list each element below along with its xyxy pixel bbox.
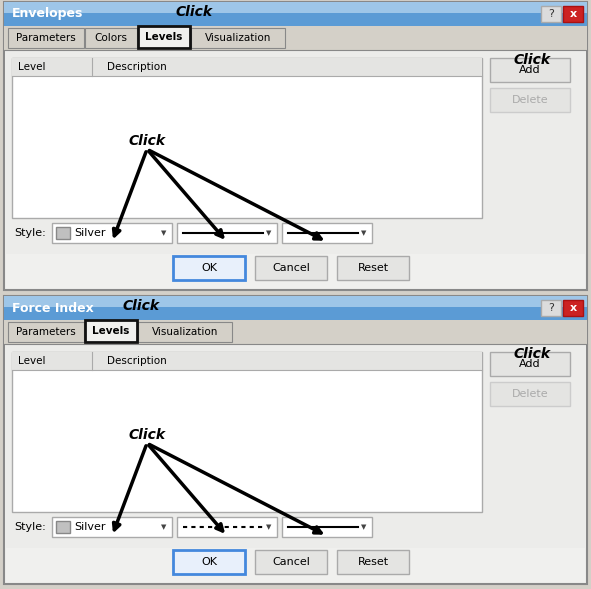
Text: Add: Add [519,65,541,75]
Text: ?: ? [548,303,554,313]
Bar [12,58,482,76]
Bar [85,320,137,342]
Bar [177,223,277,243]
Text: ?: ? [548,9,554,19]
Bar [541,6,561,22]
Bar [4,26,587,50]
Text: ▼: ▼ [361,230,366,236]
Text: Click: Click [128,428,165,442]
Bar [541,300,561,316]
Text: Click: Click [514,53,551,67]
Bar [138,322,232,342]
Bar [490,58,570,82]
Text: Reset: Reset [358,263,388,273]
Text: ▼: ▼ [161,230,167,236]
Text: Level: Level [18,356,46,366]
Bar [85,28,137,48]
Bar [4,2,587,26]
Text: Delete: Delete [512,95,548,105]
Text: Style:: Style: [14,522,46,532]
Bar [4,320,587,344]
Text: x: x [570,303,577,313]
Bar [5,344,586,548]
Text: Level: Level [18,62,46,72]
Text: Description: Description [107,356,167,366]
Bar [490,382,570,406]
Text: Add: Add [519,359,541,369]
Bar [173,256,245,280]
Bar [5,50,586,254]
Bar [563,300,583,316]
Bar [8,322,84,342]
Bar [12,58,482,218]
Text: Cancel: Cancel [272,557,310,567]
Bar [56,227,70,239]
Bar [4,2,587,290]
Bar [138,26,190,48]
Bar [337,550,409,574]
Text: Delete: Delete [512,389,548,399]
Text: OK: OK [201,557,217,567]
Bar [255,256,327,280]
Text: Click: Click [176,5,213,19]
Text: Colors: Colors [95,33,128,43]
Text: Click: Click [122,299,160,313]
Text: Reset: Reset [358,557,388,567]
Text: ▼: ▼ [267,524,272,530]
Text: ▼: ▼ [161,524,167,530]
Text: Click: Click [514,347,551,361]
Bar [337,256,409,280]
Text: Envelopes: Envelopes [12,8,83,21]
Text: Visualization: Visualization [152,327,218,337]
Text: ▼: ▼ [267,230,272,236]
Text: Levels: Levels [92,326,129,336]
Bar [173,550,245,574]
Bar [52,223,172,243]
Bar [4,296,587,320]
Text: Click: Click [128,134,165,148]
Bar [255,550,327,574]
Text: Silver: Silver [74,522,106,532]
Text: Silver: Silver [74,228,106,238]
Text: Force Index: Force Index [12,302,94,315]
Text: Visualization: Visualization [205,33,271,43]
Text: Levels: Levels [145,32,183,42]
Bar [8,28,84,48]
Text: ▼: ▼ [361,524,366,530]
Text: Cancel: Cancel [272,263,310,273]
Bar [4,296,587,584]
Text: Style:: Style: [14,228,46,238]
Bar [490,88,570,112]
Bar [52,517,172,537]
Text: Parameters: Parameters [16,327,76,337]
Text: Description: Description [107,62,167,72]
Bar [282,223,372,243]
Bar [191,28,285,48]
Bar [282,517,372,537]
Bar [4,2,587,13]
Bar [4,296,587,307]
Bar [563,6,583,22]
Text: x: x [570,9,577,19]
Bar [56,521,70,533]
Bar [177,517,277,537]
Text: Parameters: Parameters [16,33,76,43]
Bar [12,352,482,370]
Bar [12,352,482,512]
Bar [490,352,570,376]
Text: OK: OK [201,263,217,273]
